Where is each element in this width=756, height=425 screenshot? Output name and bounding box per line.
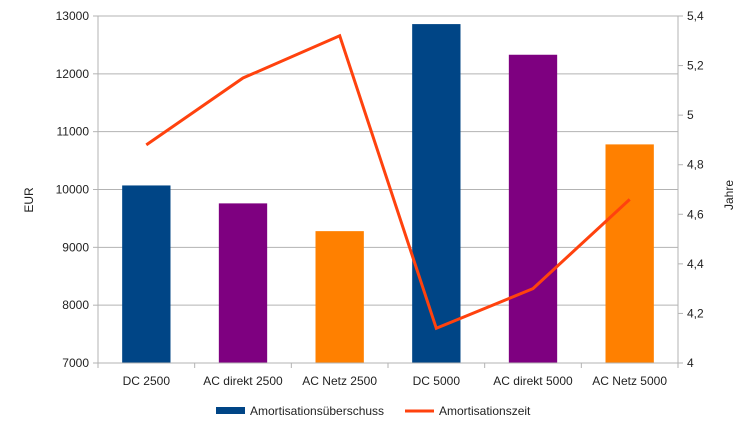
- legend-label-line: Amortisationszeit: [439, 404, 531, 418]
- bar: [412, 24, 461, 363]
- y-tick-label: 8000: [62, 298, 89, 312]
- y2-tick-label: 5,4: [687, 9, 704, 23]
- legend: Amortisationsüberschuss Amortisationszei…: [216, 404, 531, 418]
- y-tick-label: 9000: [62, 240, 89, 254]
- y2-tick-label: 4,2: [687, 306, 704, 320]
- legend-label-bars: Amortisationsüberschuss: [250, 404, 384, 418]
- axes: [97, 16, 679, 368]
- y-tick-label: 13000: [56, 9, 90, 23]
- bar-series: [122, 24, 654, 364]
- bar: [508, 54, 558, 364]
- right-axis-ticks: 4 4,2 4,4 4,6 4,8 5 5,2 5,4: [678, 9, 704, 370]
- y-axis-label: EUR: [22, 187, 36, 213]
- x-tick-label: DC 2500: [123, 374, 171, 388]
- y2-tick-label: 4,8: [687, 158, 704, 172]
- bar: [218, 203, 268, 363]
- left-axis-ticks: 7000 8000 9000 10000 11000 12000 13000: [56, 9, 98, 370]
- bar: [605, 144, 654, 363]
- y-tick-label: 12000: [56, 67, 90, 81]
- bar: [315, 231, 364, 363]
- x-axis-ticks: DC 2500 AC direkt 2500 AC Netz 2500 DC 5000…: [97, 363, 679, 388]
- x-tick-label: AC direkt 5000: [493, 374, 573, 388]
- legend-swatch-bars: [216, 407, 245, 414]
- line-series: [145, 33, 631, 331]
- x-tick-label: AC Netz 5000: [592, 374, 667, 388]
- y2-tick-label: 4: [687, 356, 694, 370]
- y2-tick-label: 5: [687, 108, 694, 122]
- x-tick-label: AC Netz 2500: [302, 374, 377, 388]
- x-tick-label: DC 5000: [413, 374, 461, 388]
- y-tick-label: 7000: [62, 356, 89, 370]
- y-tick-label: 10000: [56, 183, 90, 197]
- y2-tick-label: 4,4: [687, 257, 704, 271]
- gridlines: [98, 15, 678, 364]
- y2-tick-label: 5,2: [687, 59, 704, 73]
- bar: [122, 185, 171, 363]
- x-tick-label: AC direkt 2500: [203, 374, 283, 388]
- line-path: [145, 33, 631, 331]
- y2-axis-label: Jahre: [722, 180, 736, 210]
- y-tick-label: 11000: [57, 125, 90, 139]
- y2-tick-label: 4,6: [687, 207, 704, 221]
